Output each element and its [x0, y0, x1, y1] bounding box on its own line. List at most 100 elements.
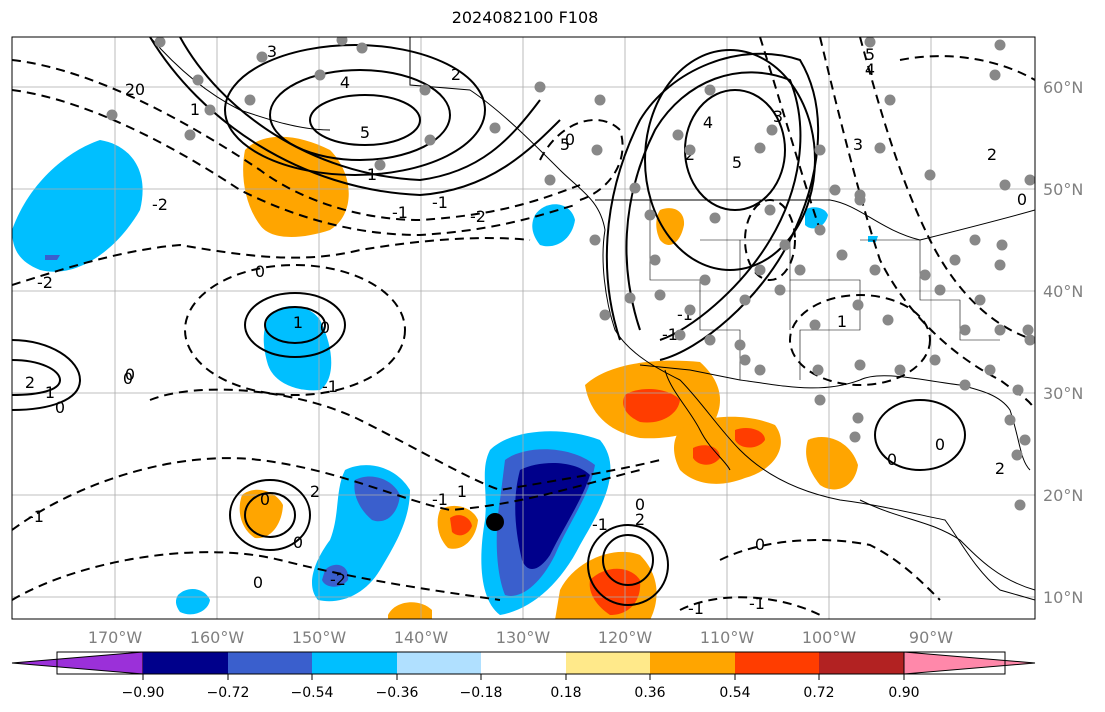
- contour-positive: [605, 52, 820, 361]
- station-dot: [544, 174, 556, 186]
- contour-value-label: -2: [470, 207, 486, 226]
- station-dot: [874, 142, 886, 154]
- colorbar: −0.90 −0.72 −0.54 −0.36 −0.18 0.18 0.36 0.54 0.7…: [11, 651, 1036, 701]
- contour-value-label: -2: [152, 195, 168, 214]
- station-dot: [949, 254, 961, 266]
- contour-value-label: 2: [987, 145, 997, 164]
- station-dot: [996, 239, 1008, 251]
- contour-value-label: 0: [635, 495, 645, 514]
- station-dot: [154, 37, 166, 48]
- contour-negative: [12, 237, 531, 286]
- contour-negative: [12, 457, 641, 531]
- contour-value-label: 0: [293, 533, 303, 552]
- contour-value-label: -1: [592, 515, 608, 534]
- colorbar-extend-max: [903, 651, 1036, 675]
- station-dot: [994, 259, 1006, 271]
- latitude-tick-label: 40°N: [1043, 282, 1083, 301]
- station-dot: [994, 324, 1006, 336]
- filled-anomaly-layer: [12, 136, 878, 619]
- station-dot: [852, 412, 864, 424]
- colorbar-extend-min: [11, 651, 144, 675]
- north-america-coastline: [409, 37, 1035, 601]
- station-dot: [356, 42, 368, 54]
- latitude-tick-label: 30°N: [1043, 384, 1083, 403]
- station-dot: [672, 129, 684, 141]
- us-mexico-border: [639, 364, 861, 389]
- station-dot: [1011, 449, 1023, 461]
- contour-positive: [244, 292, 346, 358]
- colorbar-swatch: [143, 652, 228, 674]
- contour-value-label: 0: [125, 365, 135, 384]
- contour-layer: [12, 37, 966, 606]
- station-dot: [629, 182, 641, 194]
- colorbar-tick-label: −0.72: [207, 685, 250, 701]
- colorbar-tick-label: 0.36: [634, 685, 665, 701]
- contour-positive: [587, 524, 669, 606]
- contour-negative: [744, 199, 796, 281]
- station-dot: [1024, 334, 1035, 346]
- station-dot: [814, 224, 826, 236]
- station-dot: [654, 289, 666, 301]
- station-dot: [734, 339, 746, 351]
- contour-positive: [149, 37, 561, 197]
- station-dot: [884, 94, 896, 106]
- station-dot: [704, 334, 716, 346]
- station-dot: [959, 379, 971, 391]
- central-america-coastline: [859, 499, 1035, 591]
- station-dot: [256, 51, 268, 63]
- contour-value-label: -1: [749, 594, 765, 613]
- contour-value-label: 4: [703, 113, 713, 132]
- contour-value-label: 0: [320, 318, 330, 337]
- station-dot: [591, 144, 603, 156]
- longitude-tick-label: 110°W: [700, 628, 755, 647]
- station-markers: [106, 37, 1035, 511]
- station-dot: [594, 94, 606, 106]
- station-dot: [674, 329, 686, 341]
- anomaly-positive-region: [656, 208, 685, 245]
- station-dot: [934, 284, 946, 296]
- anomaly-negative-region: [263, 305, 332, 391]
- contour-negative: [819, 37, 1035, 411]
- gulf-coastline: [859, 375, 1031, 471]
- contour-value-label: 0: [887, 450, 897, 469]
- contour-value-label: 5: [360, 123, 370, 142]
- station-dot: [989, 69, 1001, 81]
- contour-negative: [149, 388, 661, 492]
- station-dot: [794, 264, 806, 276]
- contour-positive: [874, 399, 966, 471]
- station-dot: [849, 431, 861, 443]
- anomaly-negative-region: [868, 236, 878, 242]
- station-dot: [984, 364, 996, 376]
- contour-positive: [602, 534, 654, 586]
- station-dot: [829, 184, 841, 196]
- station-dot: [852, 299, 864, 311]
- contour-positive: [309, 94, 421, 146]
- station-dot: [649, 254, 661, 266]
- contour-labels: 345201-1-24352110-12010-11020002-1-10-20…: [25, 42, 1027, 618]
- station-dot: [919, 269, 931, 281]
- map-panel: 345201-1-24352110-12010-11020002-1-10-20…: [12, 37, 1035, 619]
- colorbar-swatch: [312, 652, 397, 674]
- contour-value-label: 3: [773, 107, 783, 126]
- contour-value-label: 3: [267, 42, 277, 61]
- anomaly-positive-region: [243, 136, 349, 237]
- colorbar-swatch: [650, 652, 735, 674]
- colorbar-swatch: [397, 652, 481, 674]
- station-dot: [709, 212, 721, 224]
- station-dot: [809, 319, 821, 331]
- contour-negative: [539, 119, 624, 201]
- station-dot: [766, 124, 778, 136]
- station-dot: [754, 364, 766, 376]
- contour-value-label: 4: [340, 73, 350, 92]
- contour-value-label: -1: [392, 203, 408, 222]
- station-dot: [589, 234, 601, 246]
- station-dot: [106, 109, 118, 121]
- station-dot: [882, 314, 894, 326]
- station-dot: [739, 354, 751, 366]
- contour-value-label: 1: [457, 482, 467, 501]
- station-dot: [1004, 414, 1016, 426]
- contour-positive: [229, 479, 311, 551]
- contour-value-label: 2: [995, 459, 1005, 478]
- colorbar-tick-label: −0.36: [376, 685, 419, 701]
